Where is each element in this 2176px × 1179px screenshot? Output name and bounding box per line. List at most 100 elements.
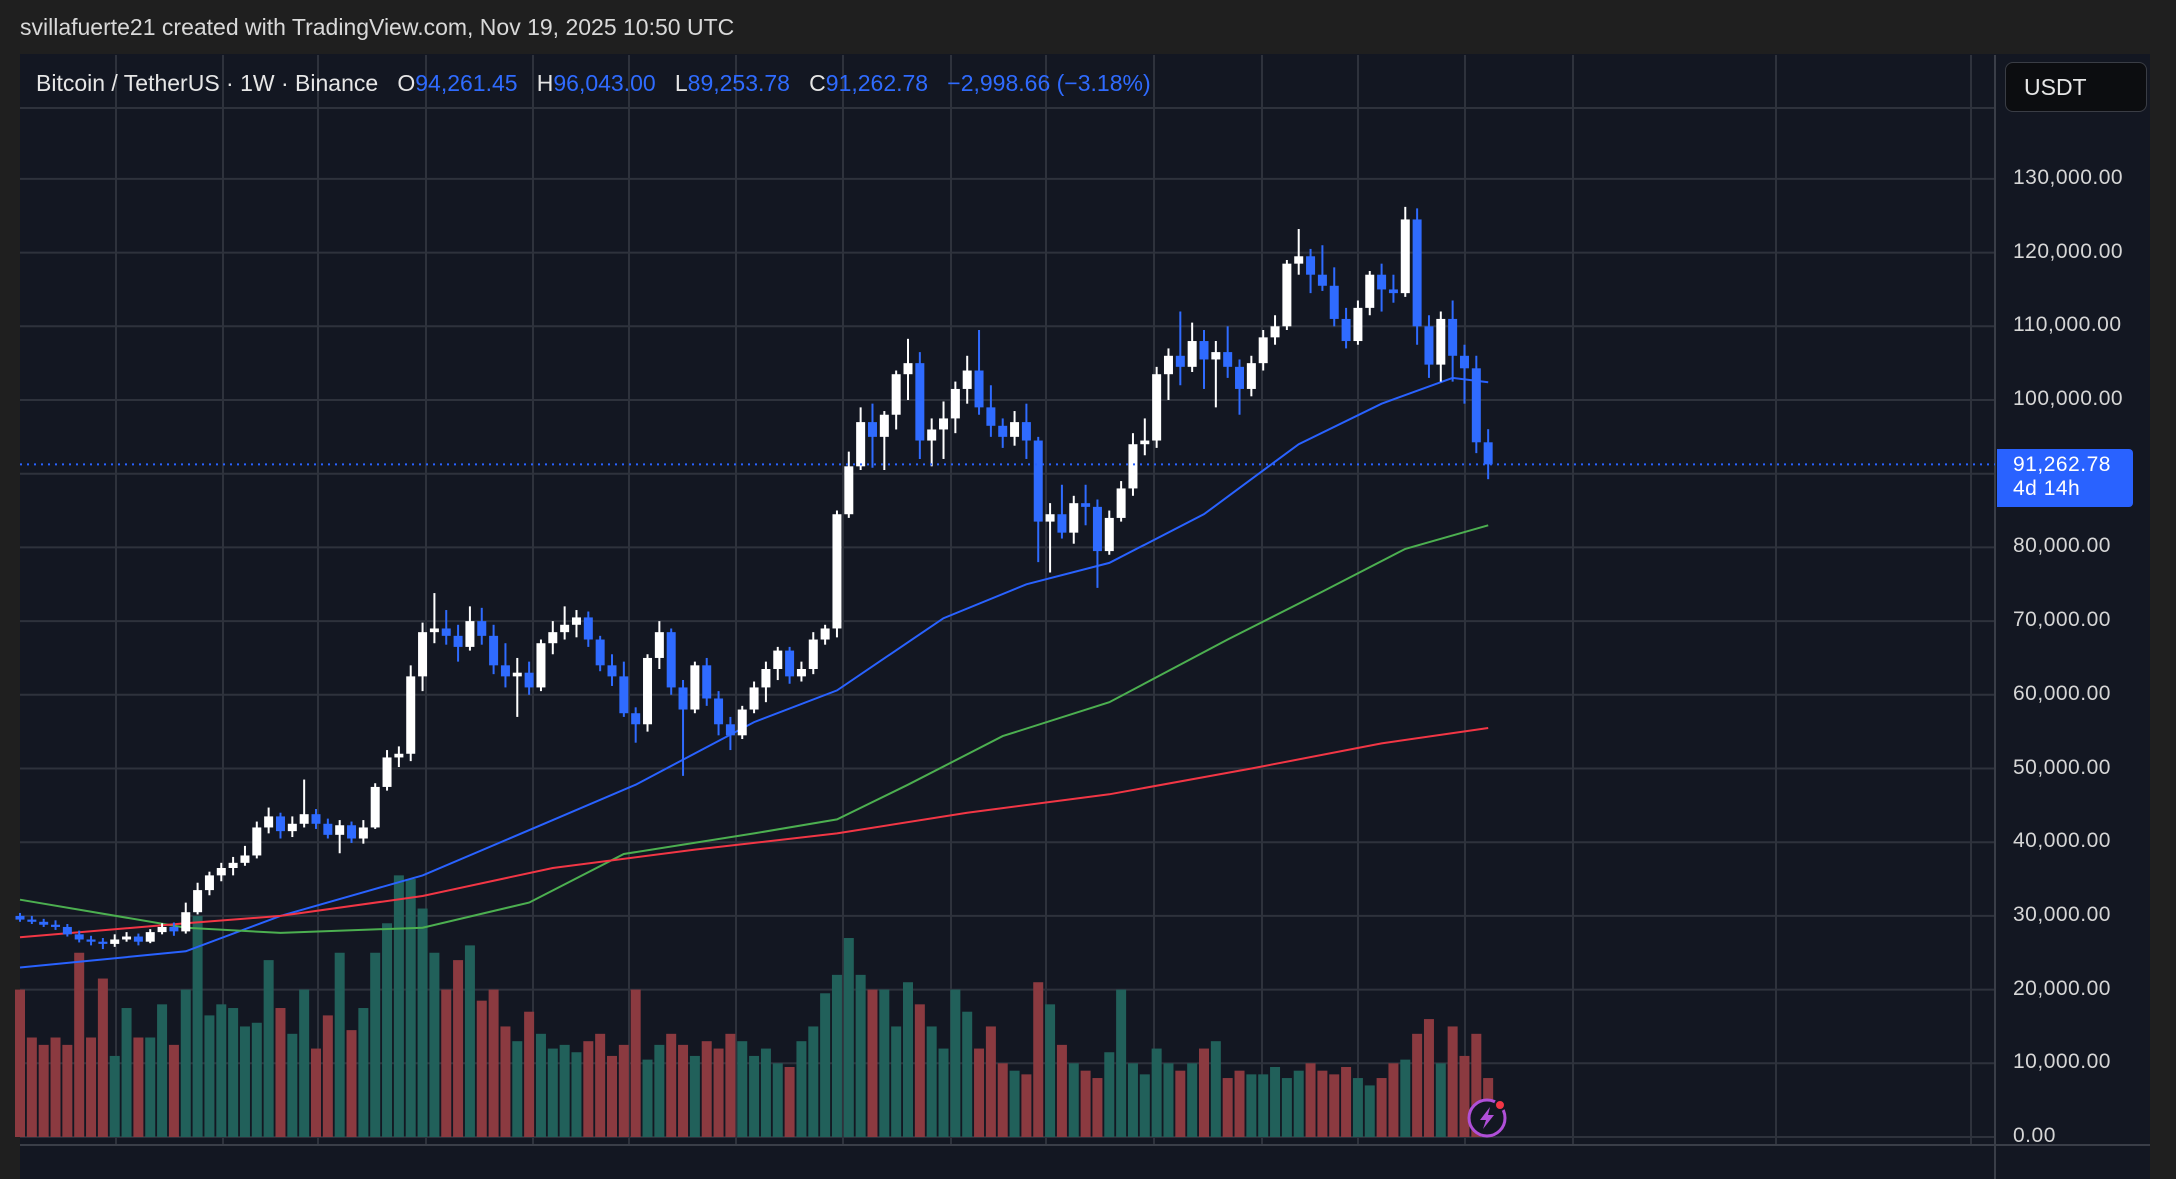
candle-body (275, 816, 285, 832)
moving-average-line (19, 376, 1489, 969)
candle-body (1306, 256, 1316, 275)
volume-bar (1009, 1070, 1020, 1137)
volume-bar (784, 1066, 795, 1137)
candle-body (571, 617, 581, 625)
candle-body (477, 621, 487, 636)
volume-bar (405, 879, 416, 1137)
close-label: C (809, 70, 826, 96)
volume-bar (275, 1008, 286, 1137)
candle-body (1199, 341, 1209, 360)
currency-button[interactable]: USDT (2005, 62, 2147, 112)
volume-bar (157, 1004, 168, 1137)
volume-bar (1459, 1055, 1470, 1137)
candle-body (1104, 517, 1114, 552)
volume-bar (1317, 1070, 1328, 1137)
candle-body (1010, 422, 1020, 437)
candle-body (406, 676, 416, 754)
candle-body (820, 628, 830, 640)
candle-body (1116, 488, 1126, 518)
volume-bar (985, 1026, 996, 1137)
candle-body (1092, 506, 1102, 552)
volume-bar (571, 1052, 582, 1137)
candle-body (879, 414, 889, 437)
change-value: −2,998.66 (−3.18%) (947, 70, 1151, 96)
volume-bar (725, 1033, 736, 1137)
volume-bar (618, 1044, 629, 1137)
volume-bar (749, 1055, 760, 1137)
candle-body (370, 786, 380, 828)
volume-bar (1021, 1074, 1032, 1137)
volume-bar (109, 1055, 120, 1137)
moving-average-line (19, 727, 1489, 939)
candle-body (962, 370, 972, 389)
low-label: L (674, 70, 688, 96)
candle-body (1223, 352, 1233, 367)
price-tick-label: 100,000.00 (2013, 387, 2124, 410)
candle-body (844, 466, 854, 515)
volume-bar (1435, 1063, 1446, 1137)
volume-bar (145, 1037, 156, 1137)
candle-body (15, 915, 25, 920)
candle-body (927, 429, 937, 441)
volume-bar (204, 1015, 215, 1137)
candle-body (643, 657, 653, 725)
volume-bar (855, 974, 866, 1137)
candle-body (607, 665, 617, 677)
candle-body (181, 912, 191, 932)
volume-bar (1234, 1070, 1245, 1137)
candle-body (867, 422, 877, 437)
candle-body (441, 628, 451, 636)
volume-bar (867, 989, 878, 1137)
candle-body (1163, 355, 1173, 375)
symbol-name[interactable]: Bitcoin / TetherUS · 1W · Binance (36, 70, 379, 96)
lightning-icon[interactable] (1467, 1098, 1507, 1138)
moving-average-line (19, 524, 1489, 934)
volume-bar (1423, 1019, 1434, 1137)
candle-body (98, 941, 108, 944)
volume-bar (26, 1037, 37, 1137)
volume-bar (1092, 1078, 1103, 1137)
volume-bar (1364, 1085, 1375, 1137)
candle-body (1377, 274, 1387, 290)
volume-bar (322, 1015, 333, 1137)
volume-bar (417, 908, 428, 1137)
volume-bar (1033, 982, 1044, 1137)
volume-bar (62, 1044, 73, 1137)
candle-body (323, 823, 333, 835)
candle-body (1175, 355, 1185, 367)
open-value: 94,261.45 (415, 70, 518, 96)
volume-bar (168, 1044, 179, 1137)
price-tick-label: 0.00 (2013, 1124, 2056, 1147)
volume-bar (879, 989, 890, 1137)
candle-body (512, 672, 522, 677)
candle-body (749, 687, 759, 710)
bar-countdown: 4d 14h (2013, 477, 2081, 500)
volume-bar (524, 1011, 535, 1137)
candle-body (51, 924, 61, 927)
symbol-legend: Bitcoin / TetherUS · 1W · Binance O94,26… (36, 70, 1151, 97)
candle-body (785, 650, 795, 677)
volume-bar (914, 1004, 925, 1137)
candle-body (1329, 285, 1339, 319)
candle-body (1294, 256, 1304, 264)
candle-body (1400, 219, 1410, 294)
volume-bar (121, 1008, 132, 1137)
volume-bar (1127, 1063, 1138, 1137)
volume-bar (1471, 1033, 1482, 1137)
volume-bar (760, 1048, 771, 1137)
volume-bar (997, 1063, 1008, 1137)
volume-bar (1151, 1048, 1162, 1137)
candle-body (1140, 440, 1150, 445)
volume-bar (1246, 1074, 1257, 1137)
candle-body (228, 862, 238, 868)
candle-body (169, 926, 179, 932)
candle-body (145, 932, 155, 942)
candle-body (796, 669, 806, 677)
volume-bar (891, 1026, 902, 1137)
candle-body (856, 422, 866, 467)
candle-body (808, 639, 818, 670)
volume-bar (441, 989, 452, 1137)
candle-body (1270, 326, 1280, 338)
candle-body (1246, 363, 1256, 389)
